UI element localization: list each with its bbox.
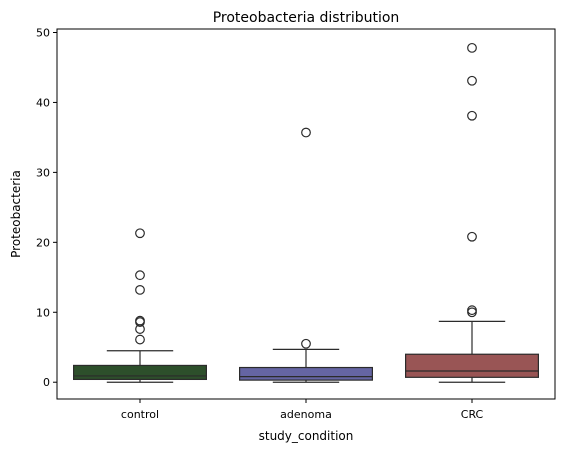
outlier-point <box>135 315 145 326</box>
outlier-point <box>301 338 311 349</box>
x-axis-label: study_condition <box>259 429 354 443</box>
outlier-point <box>301 127 311 138</box>
outlier-point <box>467 75 477 86</box>
outlier-point <box>135 284 145 295</box>
x-axis: control adenoma CRC <box>121 399 484 421</box>
outlier-point <box>467 307 477 318</box>
outlier-point <box>467 42 477 53</box>
box-iqr <box>239 366 374 381</box>
y-tick-label: 40 <box>36 96 50 109</box>
box-iqr <box>405 353 540 378</box>
outlier-point <box>135 270 145 281</box>
box-iqr <box>72 364 208 381</box>
y-tick-label: 50 <box>36 26 50 39</box>
x-tick-label: CRC <box>461 408 484 421</box>
outlier-point <box>135 228 145 239</box>
y-axis-label: Proteobacteria <box>9 170 23 258</box>
box-group-control <box>72 228 208 383</box>
x-tick-label: control <box>121 408 159 421</box>
plot-frame <box>56 28 556 400</box>
box-group-crc <box>405 42 540 383</box>
chart-title: Proteobacteria distribution <box>213 10 400 26</box>
y-axis: 0 10 20 30 40 50 <box>36 26 57 389</box>
y-tick-label: 0 <box>43 376 50 389</box>
box-group-adenoma <box>239 127 374 383</box>
outlier-point <box>467 110 477 121</box>
plot-area <box>72 42 540 383</box>
x-tick-label: adenoma <box>280 408 332 421</box>
y-tick-label: 30 <box>36 166 50 179</box>
outlier-point <box>467 305 477 316</box>
outlier-point <box>135 334 145 345</box>
y-tick-label: 20 <box>36 236 50 249</box>
y-tick-label: 10 <box>36 306 50 319</box>
outlier-point <box>467 231 477 242</box>
